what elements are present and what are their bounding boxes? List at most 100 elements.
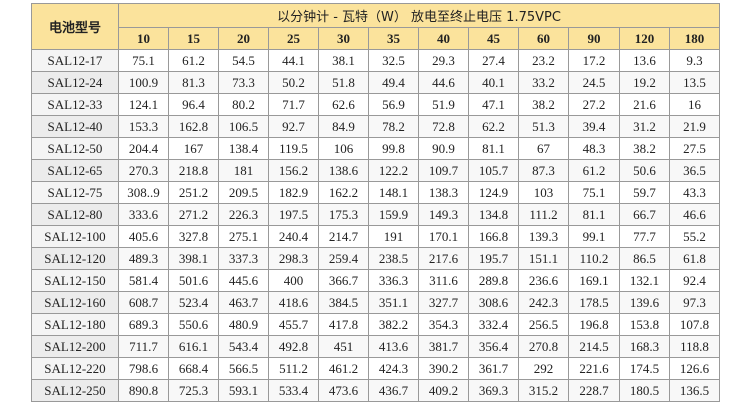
- watt-value-cell: 332.4: [468, 313, 519, 336]
- watt-value-cell: 75.1: [118, 49, 169, 72]
- table-row: SAL12-250 890.8 725.3 593.1 533.4 473.6 436.7 4…: [31, 379, 721, 402]
- watt-value-cell: 226.3: [218, 203, 269, 226]
- watt-value-cell: 418.6: [268, 291, 319, 314]
- watt-value-cell: 480.9: [218, 313, 269, 336]
- watt-value-cell: 62.6: [318, 93, 369, 116]
- watt-value-cell: 256.5: [518, 313, 569, 336]
- watt-value-cell: 138.6: [318, 159, 369, 182]
- table-row: SAL12-100 405.6 327.8 275.1 240.4 214.7 191 170…: [31, 225, 721, 248]
- watt-value-cell: 445.6: [218, 269, 269, 292]
- watt-value-cell: 118.8: [668, 335, 721, 358]
- battery-model-cell: SAL12-75: [31, 181, 119, 204]
- watt-value-cell: 107.8: [668, 313, 721, 336]
- watt-value-cell: 100.9: [118, 71, 169, 94]
- watt-value-cell: 90.9: [418, 137, 469, 160]
- watt-value-cell: 103: [518, 181, 569, 204]
- watt-value-cell: 54.5: [218, 49, 269, 72]
- watt-value-cell: 40.1: [468, 71, 519, 94]
- watt-value-cell: 153.8: [619, 313, 670, 336]
- minutes-column-header: 90: [568, 27, 620, 50]
- watt-value-cell: 139.3: [518, 225, 569, 248]
- watt-value-cell: 27.2: [568, 93, 620, 116]
- watt-value-cell: 109.7: [418, 159, 469, 182]
- watt-value-cell: 61.8: [668, 247, 721, 270]
- watt-value-cell: 195.7: [468, 247, 519, 270]
- table-row: SAL12-180 689.3 550.6 480.9 455.7 417.8 382.2 3…: [31, 313, 721, 336]
- watt-value-cell: 523.4: [168, 291, 219, 314]
- watt-value-cell: 533.4: [268, 379, 319, 402]
- battery-model-cell: SAL12-50: [31, 137, 119, 160]
- table-row: SAL12-150 581.4 501.6 445.6 400 366.7 336.3 311…: [31, 269, 721, 292]
- watt-value-cell: 174.5: [619, 357, 670, 380]
- watt-value-cell: 27.4: [468, 49, 519, 72]
- discharge-group-header: 以分钟计 - 瓦特（W） 放电至终止电压 1.75VPC: [117, 3, 721, 28]
- watt-value-cell: 111.2: [518, 203, 569, 226]
- watt-value-cell: 369.3: [468, 379, 519, 402]
- watt-value-cell: 51.8: [318, 71, 369, 94]
- watt-value-cell: 71.7: [268, 93, 319, 116]
- watt-value-cell: 73.3: [218, 71, 269, 94]
- watt-value-cell: 275.1: [218, 225, 269, 248]
- watt-value-cell: 43.3: [668, 181, 721, 204]
- watt-value-cell: 711.7: [118, 335, 169, 358]
- minutes-column-header: 120: [619, 27, 670, 50]
- watt-value-cell: 180.5: [619, 379, 670, 402]
- watt-value-cell: 81.3: [168, 71, 219, 94]
- watt-value-cell: 166.8: [468, 225, 519, 248]
- watt-value-cell: 890.8: [118, 379, 169, 402]
- watt-value-cell: 327.8: [168, 225, 219, 248]
- watt-value-cell: 31.2: [619, 115, 670, 138]
- watt-value-cell: 24.5: [568, 71, 620, 94]
- watt-value-cell: 38.2: [518, 93, 569, 116]
- watt-value-cell: 66.7: [619, 203, 670, 226]
- watt-value-cell: 51.9: [418, 93, 469, 116]
- table-row: SAL12-24 100.9 81.3 73.3 50.2 51.8 49.4 44.6 40.…: [31, 71, 721, 94]
- table-row: SAL12-33 124.1 96.4 80.2 71.7 62.6 56.9 51.9 47.…: [31, 93, 721, 116]
- watt-value-cell: 608.7: [118, 291, 169, 314]
- watt-value-cell: 156.2: [268, 159, 319, 182]
- watt-value-cell: 99.8: [368, 137, 419, 160]
- watt-value-cell: 725.3: [168, 379, 219, 402]
- watt-value-cell: 463.7: [218, 291, 269, 314]
- table-row: SAL12-17 75.1 61.2 54.5 44.1 38.1 32.5 29.3 27.4…: [31, 49, 721, 72]
- watt-value-cell: 126.6: [668, 357, 721, 380]
- watt-value-cell: 92.4: [668, 269, 721, 292]
- minutes-column-header: 60: [518, 27, 569, 50]
- watt-value-cell: 356.4: [468, 335, 519, 358]
- watt-value-cell: 77.7: [619, 225, 670, 248]
- watt-value-cell: 51.3: [518, 115, 569, 138]
- battery-model-cell: SAL12-200: [31, 335, 119, 358]
- watt-value-cell: 9.3: [668, 49, 721, 72]
- watt-value-cell: 315.2: [518, 379, 569, 402]
- minutes-column-header: 35: [368, 27, 419, 50]
- watt-value-cell: 473.6: [318, 379, 369, 402]
- watt-value-cell: 366.7: [318, 269, 369, 292]
- watt-value-cell: 270.3: [118, 159, 169, 182]
- table-row: SAL12-80 333.6 271.2 226.3 197.5 175.3 159.9 14…: [31, 203, 721, 226]
- watt-value-cell: 86.5: [619, 247, 670, 270]
- watt-value-cell: 251.2: [168, 181, 219, 204]
- watt-value-cell: 153.3: [118, 115, 169, 138]
- watt-value-cell: 327.7: [418, 291, 469, 314]
- watt-value-cell: 214.5: [568, 335, 620, 358]
- watt-value-cell: 197.5: [268, 203, 319, 226]
- battery-model-cell: SAL12-150: [31, 269, 119, 292]
- watt-value-cell: 159.9: [368, 203, 419, 226]
- watt-value-cell: 50.6: [619, 159, 670, 182]
- watt-value-cell: 424.3: [368, 357, 419, 380]
- minutes-column-header: 45: [468, 27, 519, 50]
- watt-value-cell: 409.2: [418, 379, 469, 402]
- watt-value-cell: 119.5: [268, 137, 319, 160]
- battery-model-cell: SAL12-65: [31, 159, 119, 182]
- watt-value-cell: 259.4: [318, 247, 369, 270]
- watt-value-cell: 75.1: [568, 181, 620, 204]
- watt-value-cell: 62.2: [468, 115, 519, 138]
- watt-value-cell: 80.2: [218, 93, 269, 116]
- watt-value-cell: 92.7: [268, 115, 319, 138]
- watt-value-cell: 221.6: [568, 357, 620, 380]
- watt-value-cell: 689.3: [118, 313, 169, 336]
- watt-value-cell: 361.7: [468, 357, 519, 380]
- watt-value-cell: 19.2: [619, 71, 670, 94]
- watt-value-cell: 134.8: [468, 203, 519, 226]
- watt-value-cell: 390.2: [418, 357, 469, 380]
